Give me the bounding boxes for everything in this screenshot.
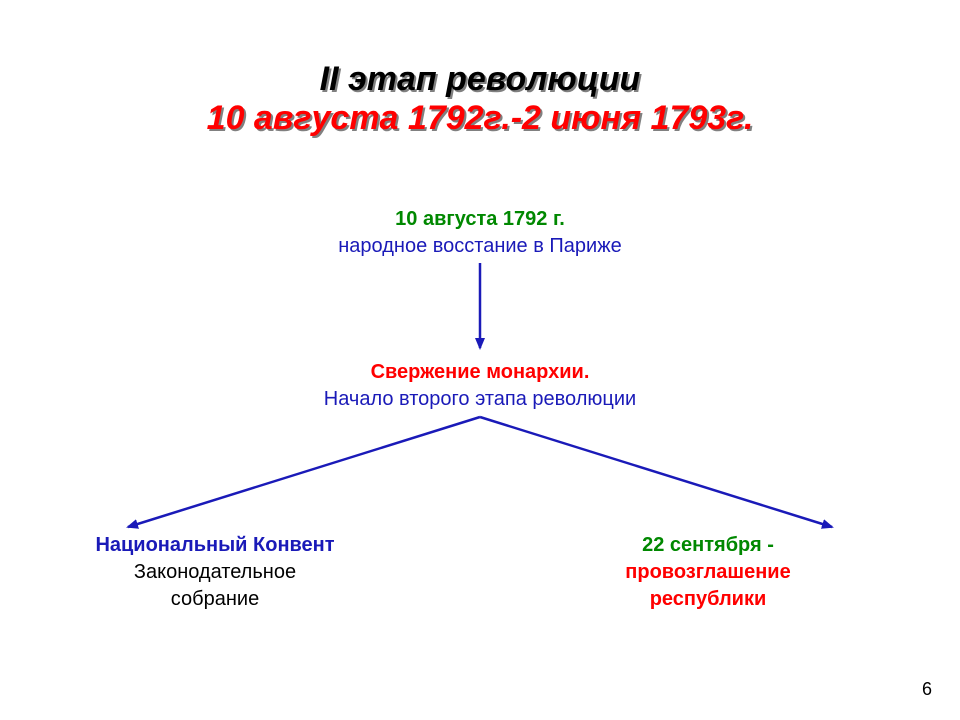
- connector-svg: [0, 0, 960, 720]
- arrow-left: [128, 417, 480, 527]
- page-number: 6: [922, 679, 932, 700]
- arrow-right: [480, 417, 832, 527]
